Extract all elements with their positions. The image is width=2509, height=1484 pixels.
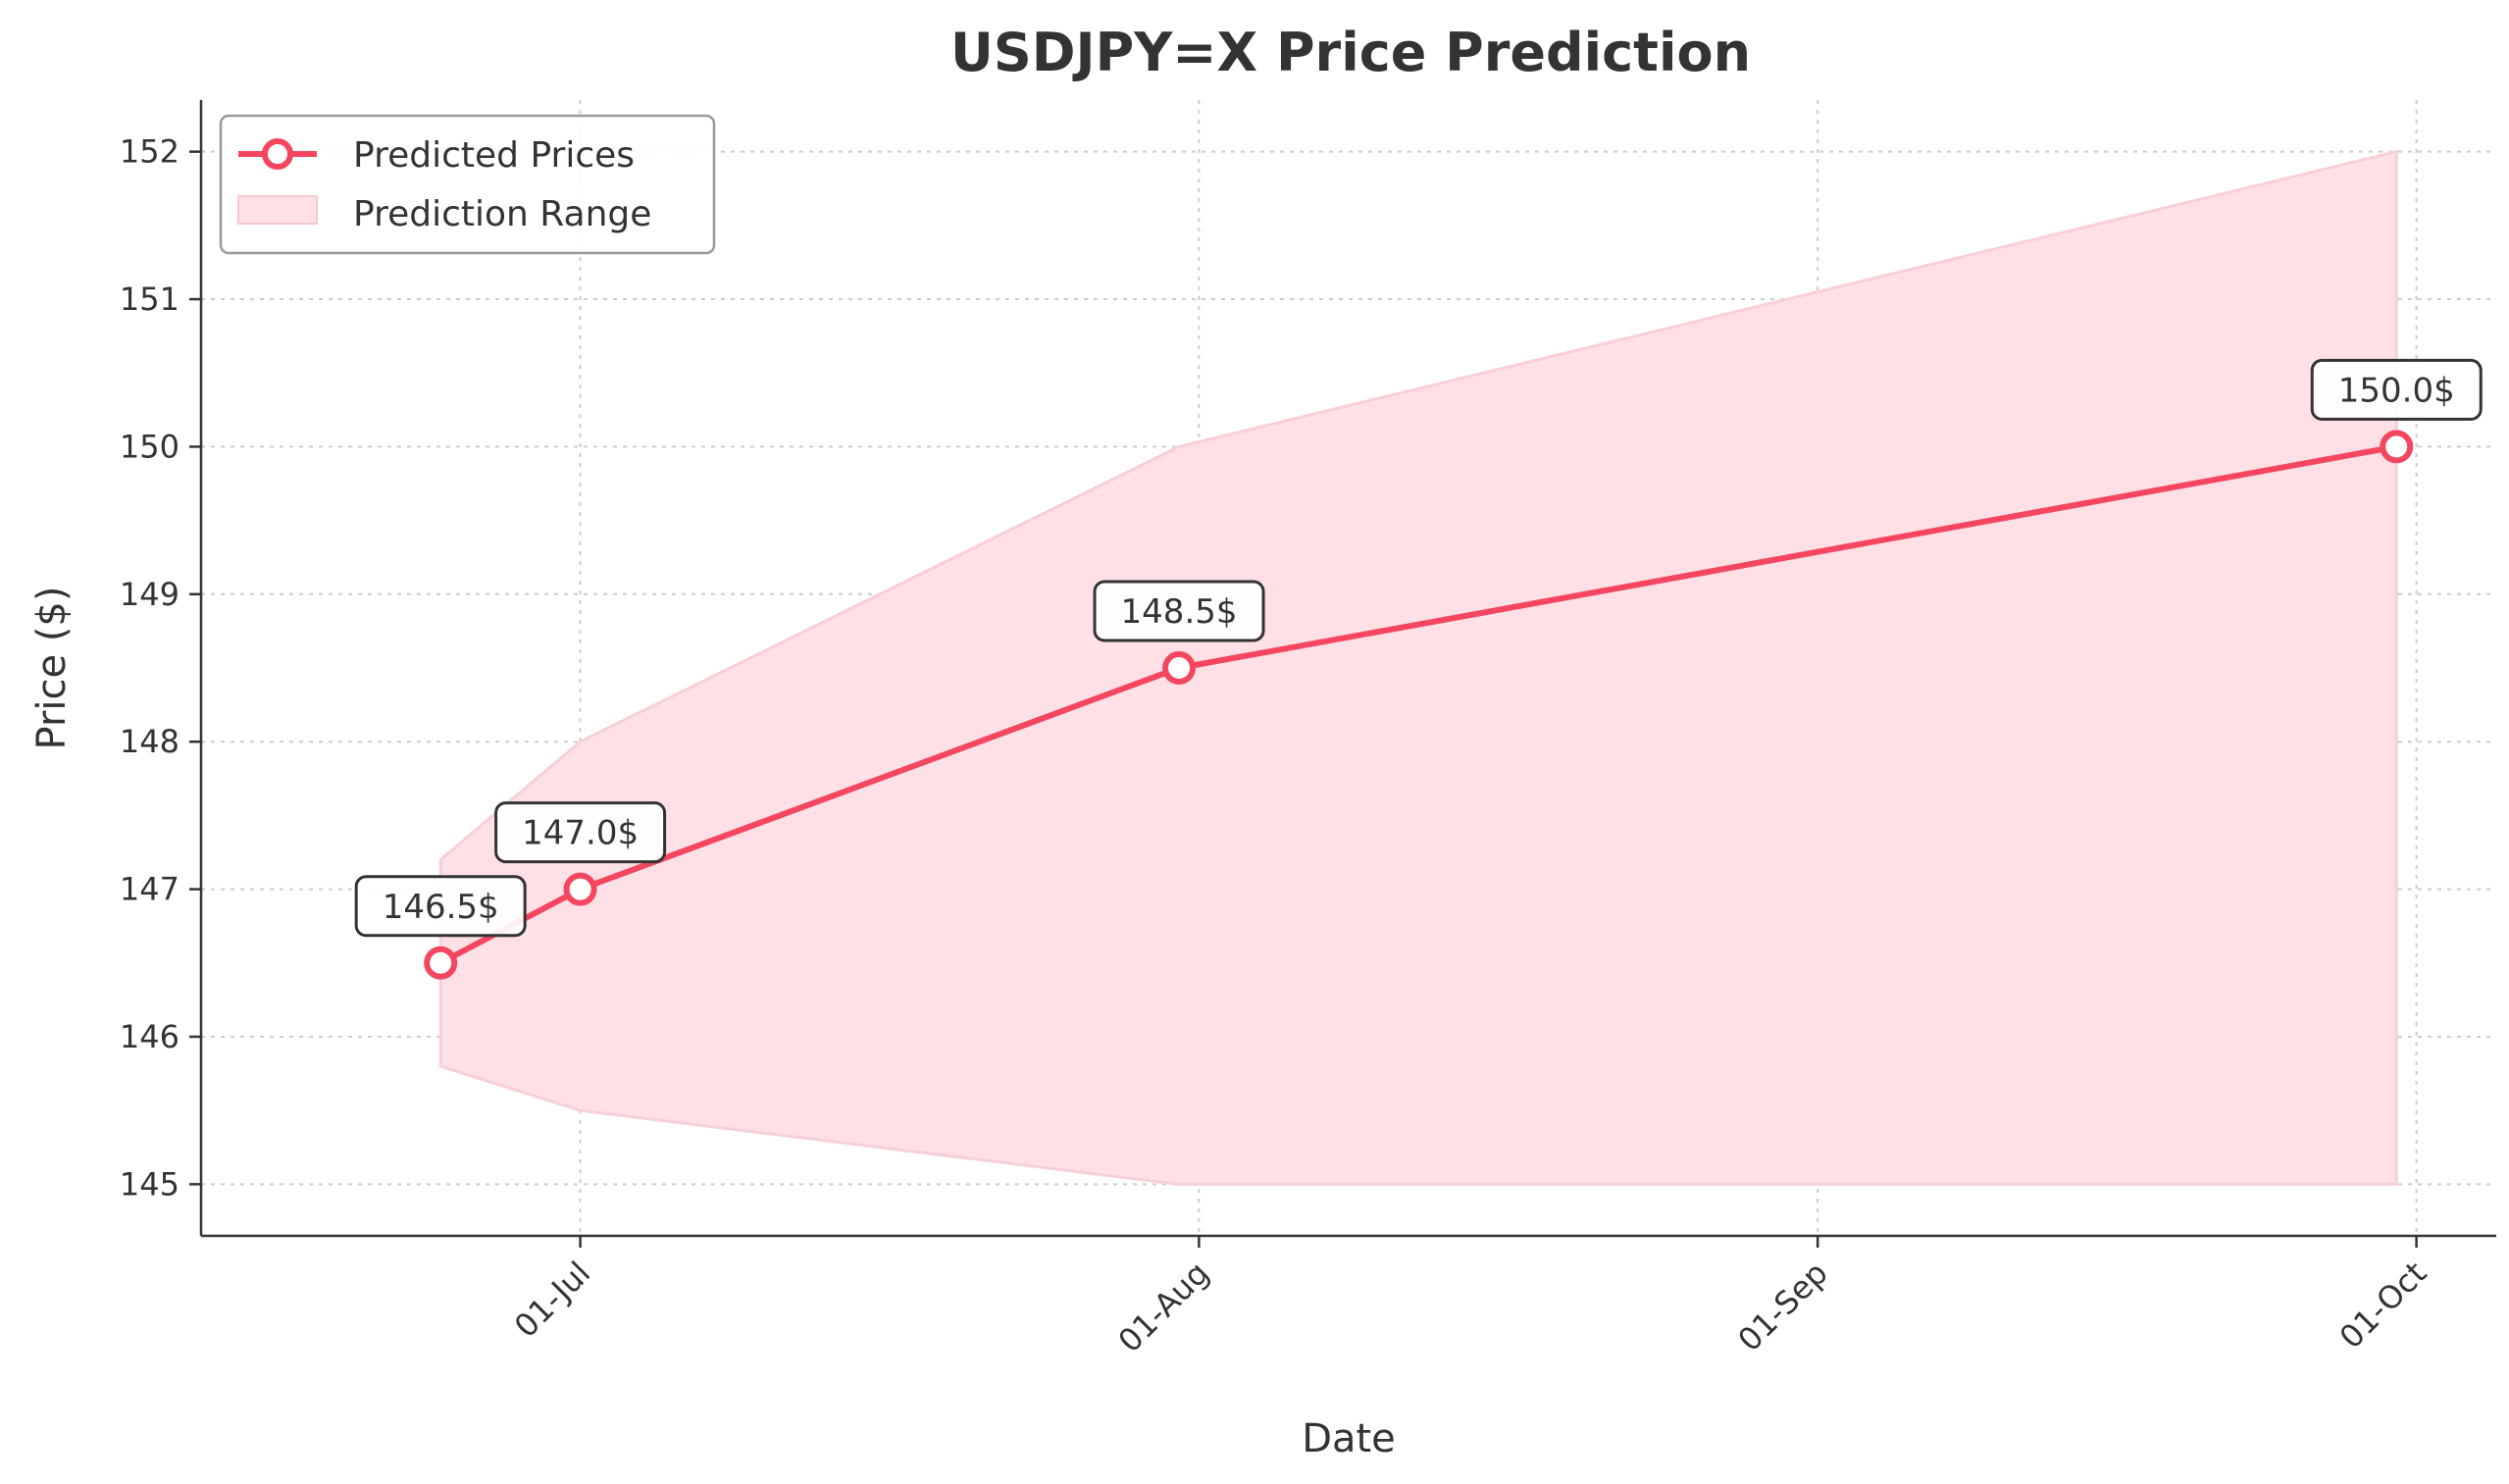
data-label-box [2310, 358, 2483, 421]
data-label-box [354, 875, 527, 938]
predicted-price-point [424, 946, 458, 980]
x-axis-ticks: 01-Jul 01-Aug 01-Sep 01-Oct [507, 1236, 2433, 1359]
predicted-price-point [1162, 651, 1197, 685]
x-tick-label: 01-Jul [507, 1254, 597, 1345]
x-tick-label: 01-Aug [1111, 1254, 1217, 1360]
legend-band-swatch [237, 195, 318, 225]
data-label-box [494, 801, 667, 864]
predicted-price-point [563, 872, 597, 906]
data-label-box [1093, 580, 1265, 642]
data-labels: 146.5$ 147.0$ 148.5$ 150.0$ [354, 358, 2483, 938]
y-tick-label: 146 [120, 1018, 179, 1055]
y-tick-label: 150 [120, 428, 179, 465]
data-label: 147.0$ [494, 801, 667, 864]
x-tick-label: 01-Oct [2332, 1254, 2434, 1356]
y-axis-ticks: 145 146 147 148 149 150 151 152 [120, 133, 201, 1203]
legend-label-predicted-prices: Predicted Prices [353, 135, 635, 176]
y-tick-label: 145 [120, 1165, 179, 1203]
y-tick-label: 151 [120, 281, 179, 318]
legend-box [219, 114, 716, 255]
x-tick-label: 01-Sep [1730, 1254, 1834, 1358]
y-tick-label: 149 [120, 576, 179, 613]
data-label-text: 147.0$ [522, 814, 639, 853]
data-label: 148.5$ [1093, 580, 1265, 642]
legend-marker-swatch [262, 138, 293, 170]
axes-spines [199, 100, 2496, 1238]
data-label-text: 146.5$ [383, 888, 499, 927]
prediction-range-band [438, 149, 2398, 1186]
data-label: 146.5$ [354, 875, 527, 938]
legend: Predicted Prices Prediction Range [219, 114, 716, 255]
data-label-text: 150.0$ [2338, 371, 2455, 410]
chart-title: USDJPY=X Price Prediction [950, 22, 1751, 83]
y-tick-label: 147 [120, 871, 179, 908]
legend-label-prediction-range: Prediction Range [353, 194, 651, 234]
y-tick-label: 148 [120, 723, 179, 760]
data-label-text: 148.5$ [1121, 592, 1238, 632]
prediction-range-area [438, 149, 2398, 1186]
x-axis-label: Date [1302, 1416, 1396, 1461]
predicted-price-point [2380, 430, 2414, 464]
y-axis-label: Price ($) [29, 587, 75, 750]
data-label: 150.0$ [2310, 358, 2483, 421]
y-tick-label: 152 [120, 133, 179, 171]
